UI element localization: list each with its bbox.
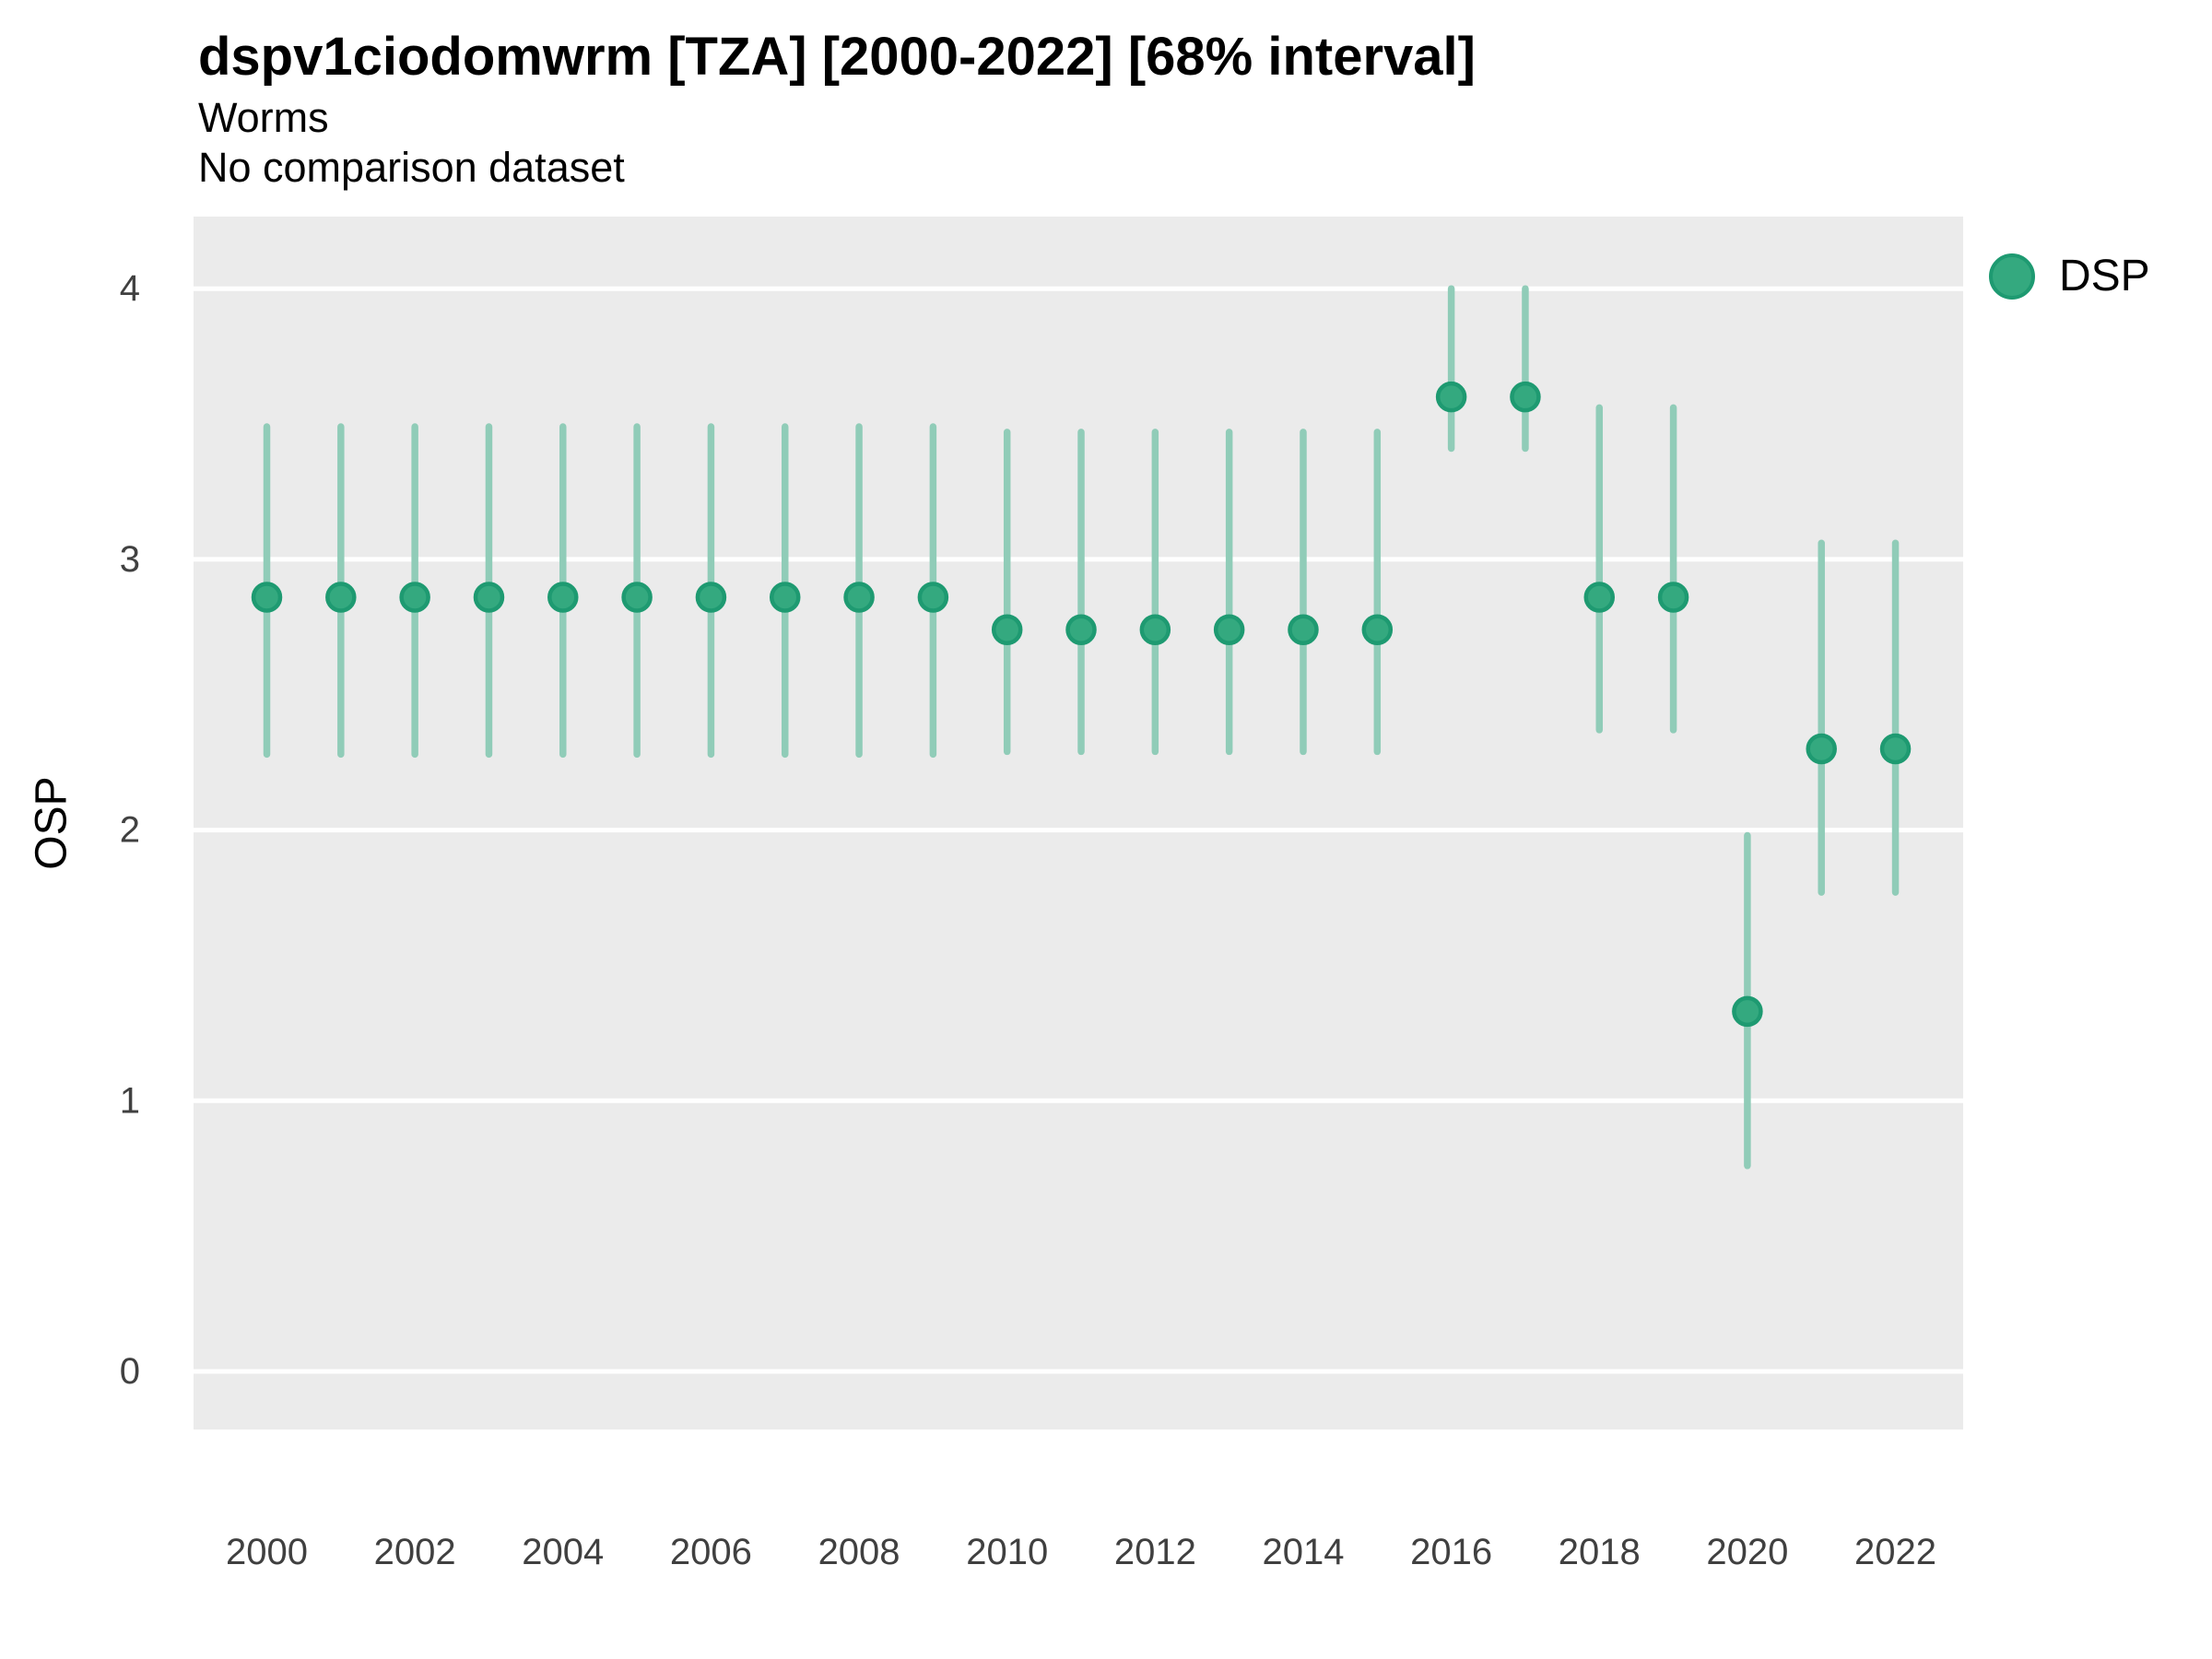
point-2010 [991,614,1023,646]
x-tick-label-2016: 2016 [1410,1532,1492,1572]
legend: DSP [1989,251,2150,301]
y-tick-label-1: 1 [120,1080,140,1121]
x-tick-label-2006: 2006 [670,1532,752,1572]
panel-background [194,217,1963,1430]
y-tick-label-4: 4 [120,268,140,309]
point-2015 [1361,614,1394,646]
x-tick-label-2022: 2022 [1854,1532,1936,1572]
point-2014 [1288,614,1319,646]
point-2020 [1732,995,1763,1028]
x-tick-label-2014: 2014 [1262,1532,1344,1572]
comparison-note: No comparison dataset [198,144,625,191]
chart-title: dspv1ciodomwrm [TZA] [2000-2022] [68% in… [198,27,1476,87]
point-2019 [1657,582,1689,613]
chart-subtitle: Worms [198,94,329,141]
point-2007 [769,582,801,613]
point-2011 [1065,614,1097,646]
point-2002 [399,582,430,613]
point-2009 [917,582,949,613]
legend-point-icon [1989,253,2035,300]
x-tick-label-2018: 2018 [1559,1532,1641,1572]
point-2016 [1435,381,1467,413]
point-2017 [1510,381,1541,413]
point-2000 [251,582,283,613]
point-2003 [473,582,505,613]
point-2004 [547,582,579,613]
x-tick-label-2008: 2008 [818,1532,900,1572]
point-2012 [1139,614,1171,646]
x-tick-label-2004: 2004 [522,1532,604,1572]
x-tick-label-2010: 2010 [966,1532,1048,1572]
point-2013 [1213,614,1245,646]
point-2006 [695,582,727,613]
y-tick-label-2: 2 [120,810,140,851]
point-2005 [621,582,653,613]
x-tick-label-2002: 2002 [374,1532,456,1572]
y-tick-label-0: 0 [120,1351,140,1392]
x-tick-label-2020: 2020 [1706,1532,1788,1572]
x-tick-label-2000: 2000 [226,1532,308,1572]
legend-label: DSP [2059,252,2150,300]
y-tick-label-3: 3 [120,539,140,580]
point-2001 [325,582,357,613]
point-2018 [1583,582,1616,613]
x-tick-label-2012: 2012 [1114,1532,1196,1572]
point-2008 [843,582,875,613]
point-2022 [1879,733,1912,765]
point-2021 [1806,733,1837,765]
